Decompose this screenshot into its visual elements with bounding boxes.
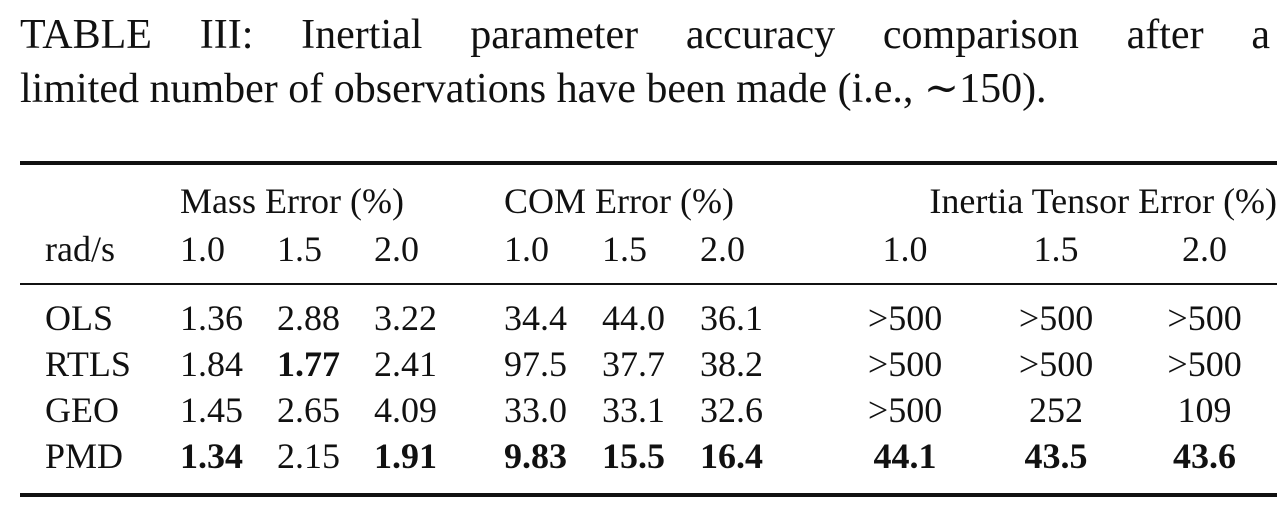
- table-cell: 33.0: [504, 390, 568, 430]
- table-cell: 44.0: [602, 298, 666, 338]
- table-cell-best: 1.91: [374, 436, 437, 476]
- speed-header: 1.0: [180, 229, 225, 269]
- table-cell-best: 15.5: [602, 436, 666, 476]
- table-cell: 32.6: [700, 390, 764, 430]
- table-cell-best: 1.34: [180, 436, 243, 476]
- table-cell: 37.7: [602, 344, 666, 384]
- table-cell: 34.4: [504, 298, 568, 338]
- table-cell: 109: [1177, 390, 1232, 430]
- speed-header: 2.0: [374, 229, 419, 269]
- table-cell: 1.45: [180, 390, 243, 430]
- table-cell: 1.36: [180, 298, 243, 338]
- table-cell: 2.88: [277, 298, 340, 338]
- speed-header: 1.5: [1033, 229, 1079, 269]
- table-cell-best: 43.6: [1173, 436, 1237, 476]
- table-cell-best: 9.83: [504, 436, 568, 476]
- table-caption: TABLE III: Inertial parameter accuracy c…: [20, 8, 1270, 116]
- caption-line-1: TABLE III: Inertial parameter accuracy c…: [20, 12, 1270, 58]
- results-table: Mass Error (%) COM Error (%) Inertia Ten…: [20, 176, 1277, 479]
- bottom-rule: [20, 493, 1277, 497]
- table-cell: 38.2: [700, 344, 764, 384]
- table-cell: >500: [867, 298, 943, 338]
- table-row: GEO 1.45 2.65 4.09 33.0 33.1 32.6 >500 2…: [20, 387, 1277, 433]
- table-row: RTLS 1.84 1.77 2.41 97.5 37.7 38.2 >500 …: [20, 341, 1277, 387]
- table-cell: 2.65: [277, 390, 340, 430]
- speed-header-row: rad/s 1.0 1.5 2.0 1.0 1.5 2.0 1.0 1.5 2.…: [20, 226, 1277, 272]
- inertia-error-header: Inertia Tensor Error (%): [929, 181, 1278, 221]
- table-cell: >500: [1018, 298, 1094, 338]
- table-cell: 252: [1029, 390, 1084, 430]
- table-cell: 4.09: [374, 390, 437, 430]
- table-cell: >500: [1018, 344, 1094, 384]
- table-cell-best: 1.77: [277, 344, 340, 384]
- table-cell: 33.1: [602, 390, 666, 430]
- com-error-header: COM Error (%): [504, 181, 734, 221]
- method-label: RTLS: [45, 344, 131, 384]
- top-rule: [20, 161, 1277, 165]
- speed-header: 2.0: [1182, 229, 1228, 269]
- table-cell: 3.22: [374, 298, 437, 338]
- table-cell: 2.15: [277, 436, 340, 476]
- table-row: OLS 1.36 2.88 3.22 34.4 44.0 36.1 >500 >…: [20, 295, 1277, 341]
- speed-header: 1.0: [504, 229, 550, 269]
- table-row: PMD 1.34 2.15 1.91 9.83 15.5 16.4 44.1 4…: [20, 433, 1277, 479]
- table-cell: 97.5: [504, 344, 568, 384]
- group-header-row: Mass Error (%) COM Error (%) Inertia Ten…: [20, 176, 1277, 226]
- speed-header: 1.0: [882, 229, 928, 269]
- method-label: GEO: [45, 390, 119, 430]
- caption-line-2: limited number of observations have been…: [20, 66, 1047, 112]
- table-cell: >500: [867, 344, 943, 384]
- speed-header: 2.0: [700, 229, 746, 269]
- row-header-label: rad/s: [45, 229, 115, 269]
- mass-error-header: Mass Error (%): [180, 181, 404, 221]
- speed-header: 1.5: [602, 229, 648, 269]
- table-cell: 2.41: [374, 344, 437, 384]
- table-cell: >500: [867, 390, 943, 430]
- table-cell: >500: [1167, 344, 1242, 384]
- table-cell: 36.1: [700, 298, 764, 338]
- speed-header: 1.5: [277, 229, 322, 269]
- table-cell-best: 44.1: [873, 436, 937, 476]
- table-cell: 1.84: [180, 344, 243, 384]
- header-rule: [20, 283, 1277, 285]
- table-cell: >500: [1167, 298, 1242, 338]
- method-label: OLS: [45, 298, 114, 338]
- method-label: PMD: [45, 436, 124, 476]
- table-cell-best: 43.5: [1024, 436, 1088, 476]
- table-cell-best: 16.4: [700, 436, 764, 476]
